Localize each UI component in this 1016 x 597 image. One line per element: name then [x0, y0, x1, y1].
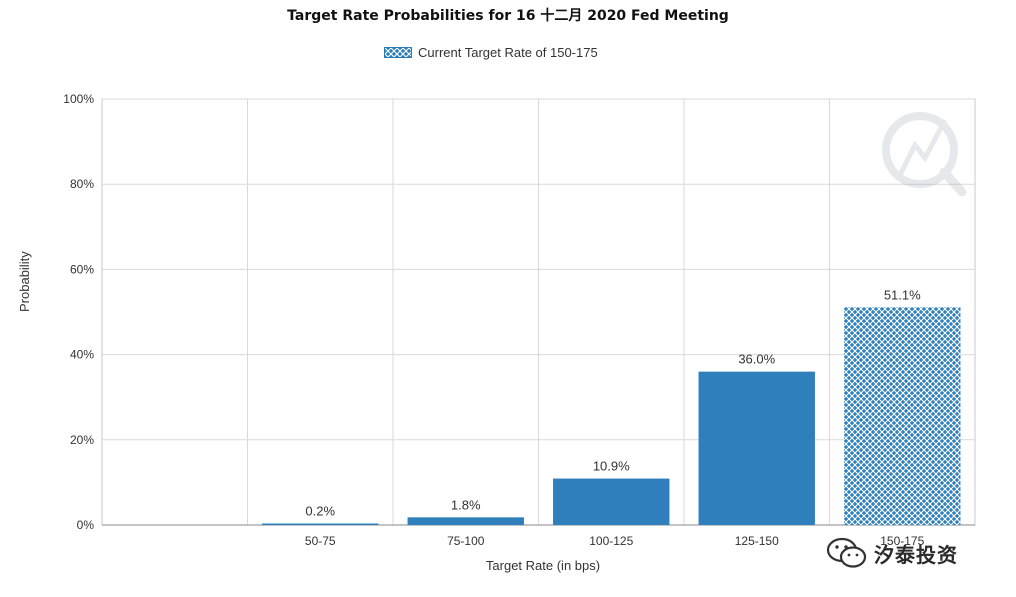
bar-hatch-overlay	[844, 307, 961, 525]
y-tick-label: 40%	[70, 348, 94, 362]
cme-watermark-icon	[882, 112, 967, 197]
y-tick-label: 20%	[70, 433, 94, 447]
y-tick-label: 0%	[77, 518, 95, 532]
x-tick-label-50-75: 50-75	[305, 534, 336, 548]
bar-100-125	[553, 478, 670, 525]
legend-swatch-hatched	[384, 47, 412, 58]
watermark-text: 汐泰投资	[874, 542, 958, 567]
x-tick-label-75-100: 75-100	[447, 534, 485, 548]
y-tick-label: 60%	[70, 262, 94, 276]
y-tick-label: 100%	[63, 92, 94, 106]
y-axis-label: Probability	[17, 251, 32, 312]
bar-125-150	[698, 371, 815, 525]
data-label-100-125: 10.9%	[593, 459, 630, 474]
bar-50-75	[262, 523, 379, 525]
x-tick-label-125-150: 125-150	[735, 534, 779, 548]
data-label-75-100: 1.8%	[451, 497, 481, 512]
x-tick-label-150-175: 150-175	[880, 534, 924, 548]
legend-label: Current Target Rate of 150-175	[418, 45, 598, 60]
x-axis-label: Target Rate (in bps)	[485, 558, 601, 573]
wechat-icon	[826, 537, 867, 568]
watermark: 汐泰投资	[826, 536, 958, 570]
data-label-125-150: 36.0%	[738, 352, 775, 367]
chart-title: Target Rate Probabilities for 16 十二月 202…	[287, 8, 729, 24]
data-label-150-175: 51.1%	[884, 287, 921, 302]
y-tick-label: 80%	[70, 177, 94, 191]
bar-75-100	[407, 517, 524, 525]
data-label-50-75: 0.2%	[305, 504, 335, 519]
chart-legend: Current Target Rate of 150-175	[384, 45, 598, 60]
x-tick-label-100-125: 100-125	[589, 534, 633, 548]
